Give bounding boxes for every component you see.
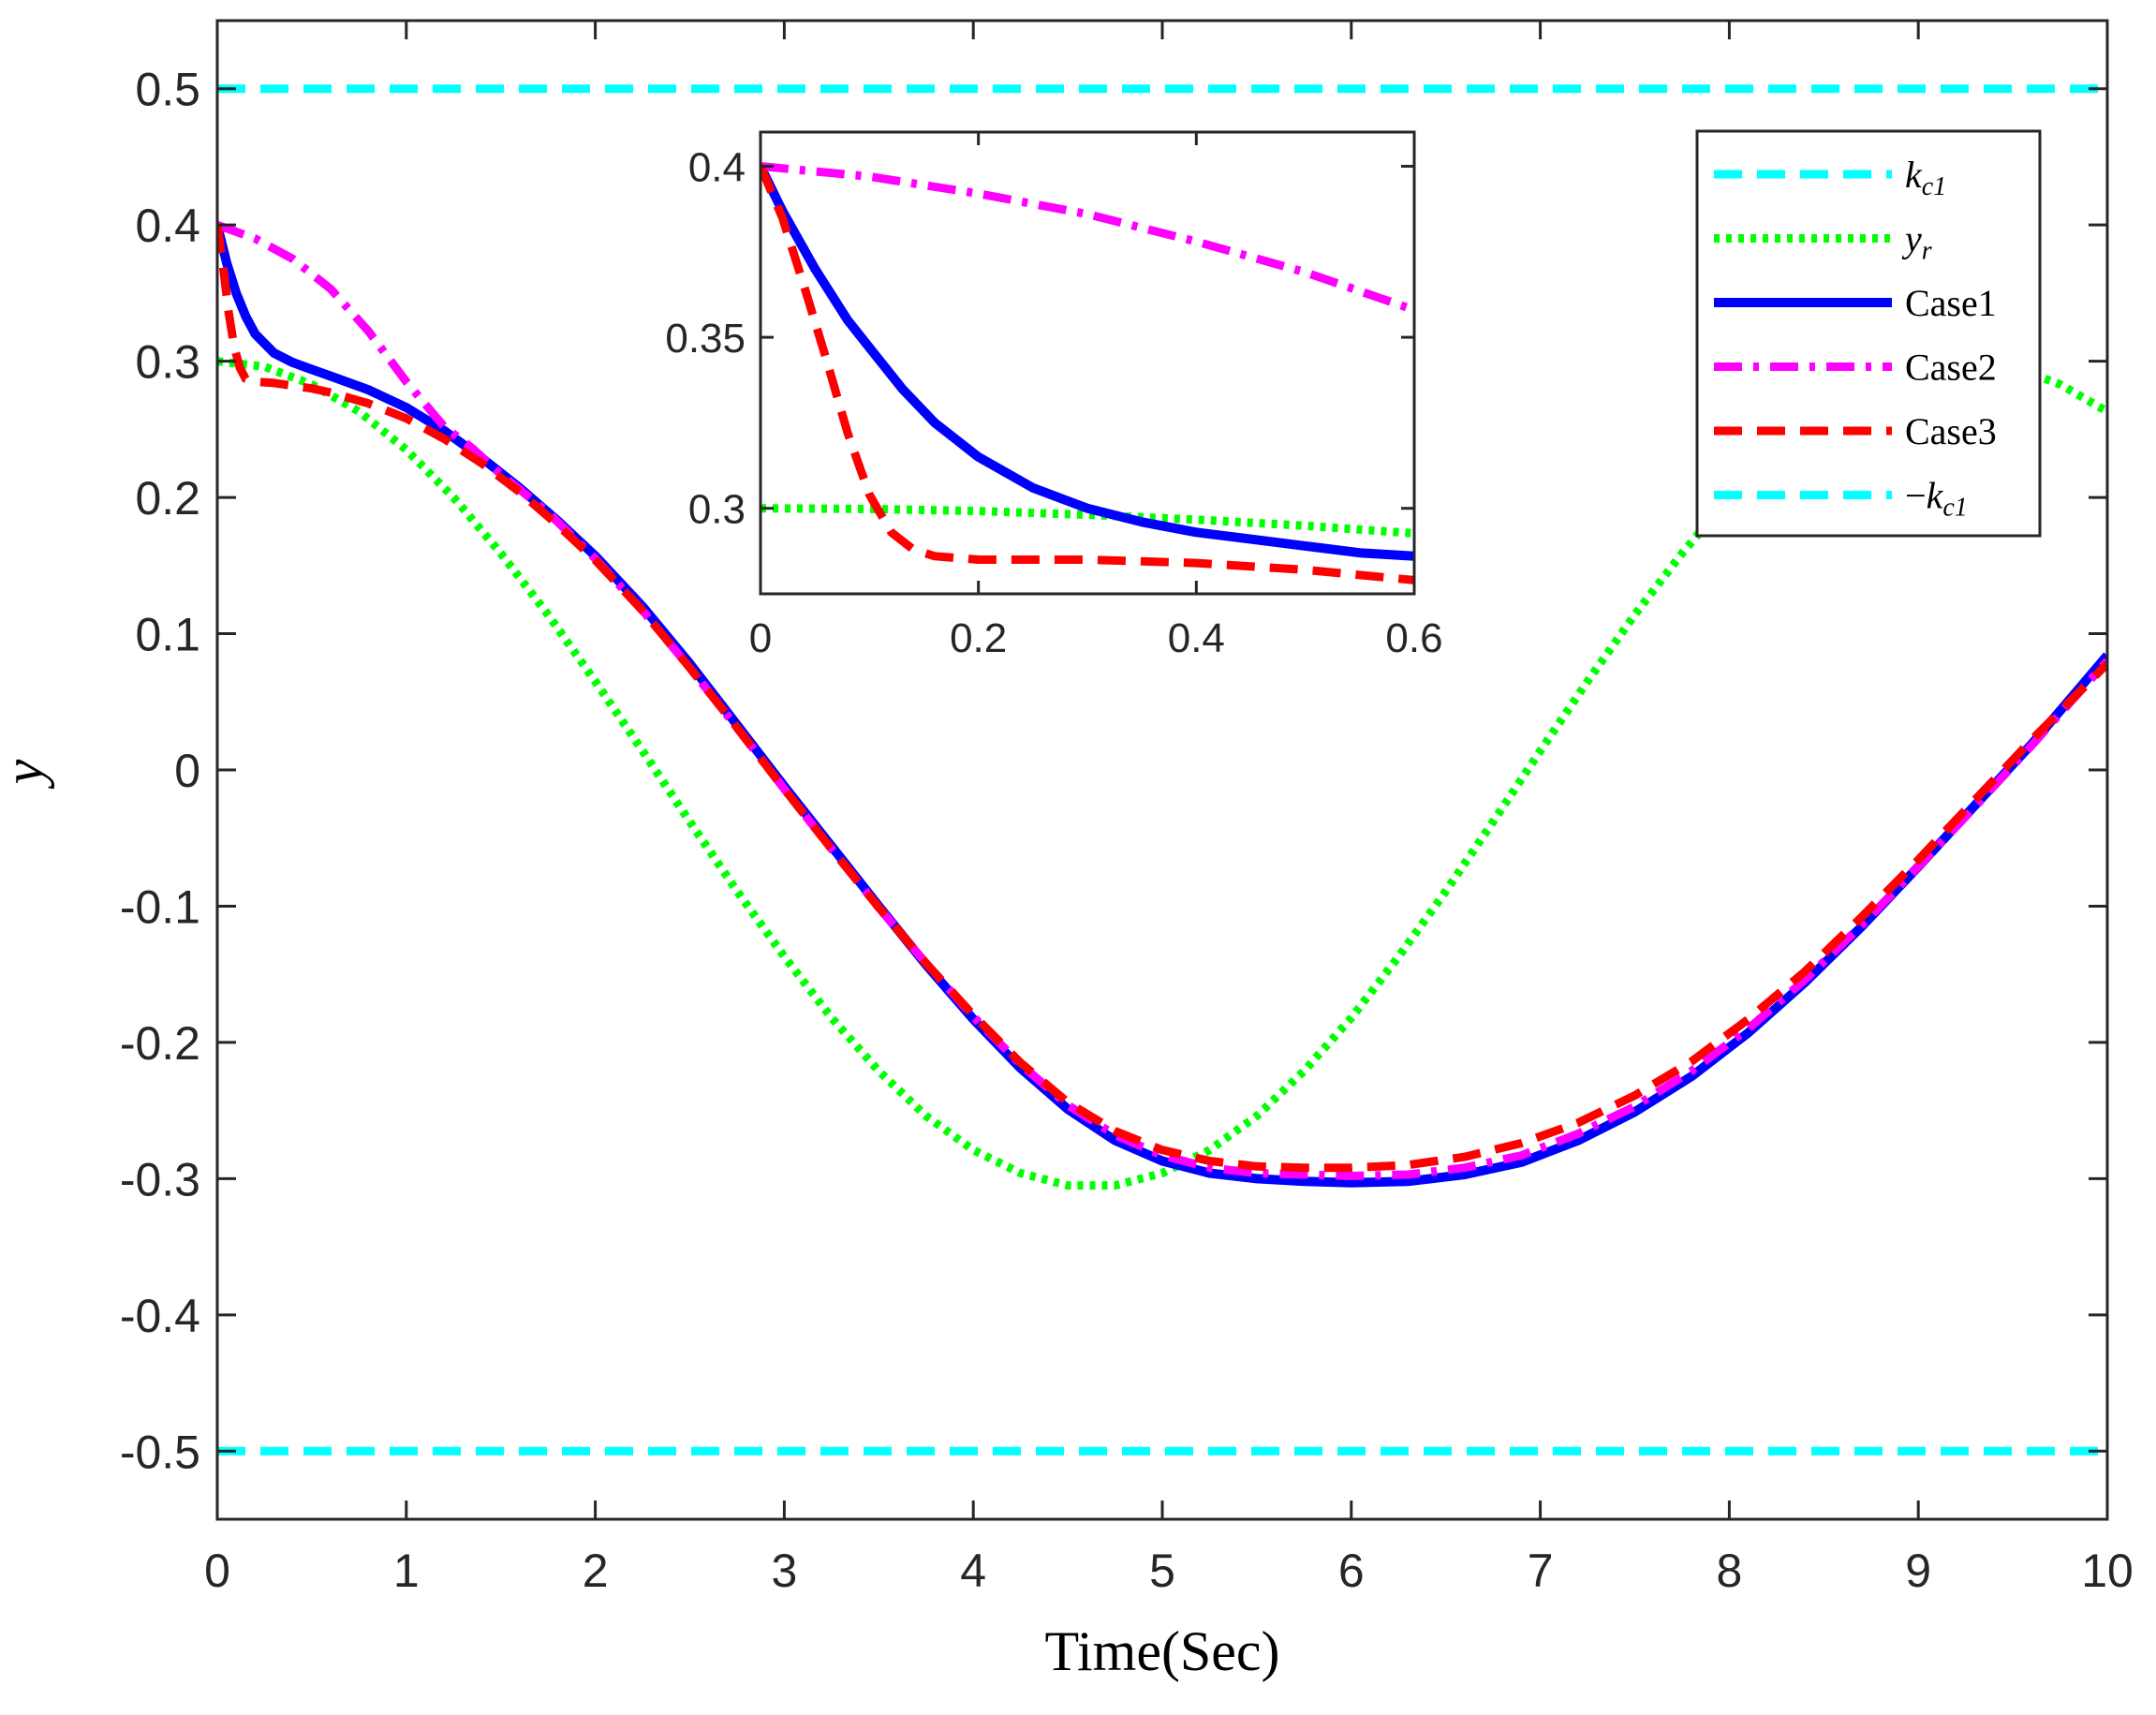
main-y-tick-label: 0	[174, 745, 200, 797]
legend-label-main: Case3	[1905, 410, 1997, 452]
inset-x-tick-label: 0.4	[1168, 615, 1225, 661]
inset-y-tick-label: 0.3	[688, 487, 746, 533]
legend-label-neg-kc1: −kc1	[1905, 475, 1968, 523]
main-y-tick-label: 0.3	[135, 336, 200, 389]
main-x-tick-label: 5	[1149, 1545, 1175, 1597]
main-y-tick-label: -0.4	[120, 1290, 200, 1342]
main-x-tick-label: 0	[204, 1545, 230, 1597]
main-x-tick-label: 7	[1528, 1545, 1554, 1597]
legend-label-main: y	[1901, 218, 1922, 260]
legend-label-main: Case2	[1905, 347, 1997, 389]
legend-box	[1695, 129, 2042, 538]
main-y-tick-label: -0.5	[120, 1426, 200, 1478]
main-y-tick-label: -0.1	[120, 880, 200, 933]
inset-plot: 0 0.2 0.4 0.6 0.3 0.35 0.4	[665, 130, 1443, 661]
inset-y-tick-label: 0.35	[665, 316, 746, 362]
inset-x-tick-label: 0	[749, 615, 772, 661]
x-axis-label: Time(Sec)	[1044, 1620, 1279, 1682]
main-x-tick-label: 3	[771, 1545, 797, 1597]
legend-label-case1: Case1	[1905, 282, 1997, 324]
main-x-tick-label: 8	[1716, 1545, 1742, 1597]
main-series-case3	[217, 224, 2107, 1173]
legend-label-prefix: −	[1905, 475, 1927, 517]
inset-y-tick-label: 0.4	[688, 145, 746, 191]
inset-x-tick-label: 0.2	[950, 615, 1007, 661]
legend-label-main: k	[1905, 154, 1923, 196]
inset-x-tick-label: 0.6	[1385, 615, 1442, 661]
main-x-tick-label: 2	[583, 1545, 609, 1597]
main-x-tick-label: 9	[1905, 1545, 1931, 1597]
legend-label-main: Case1	[1905, 282, 1997, 324]
legend-label-case2: Case2	[1905, 347, 1997, 389]
legend-label-kc1: kc1	[1905, 154, 1946, 201]
inset-series-case1	[761, 164, 1414, 561]
main-y-tick-label: 0.4	[135, 200, 200, 252]
main-y-tick-label: 0.5	[135, 64, 200, 116]
inset-series-group	[761, 162, 1414, 584]
legend-label-subscript: r	[1922, 237, 1932, 266]
legend-label-subscript: c1	[1922, 172, 1946, 201]
main-y-tick-label: -0.3	[120, 1153, 200, 1205]
inset-background	[761, 132, 1414, 594]
main-x-tick-label: 1	[393, 1545, 420, 1597]
legend-label-main: k	[1927, 475, 1944, 517]
main-x-tick-label: 10	[2081, 1545, 2134, 1597]
legend-label-case3: Case3	[1905, 410, 1997, 452]
legend-label-subscript: c1	[1942, 494, 1967, 523]
main-y-tick-label: 0.1	[135, 609, 200, 661]
main-x-tick-label: 4	[960, 1545, 986, 1597]
inset-frame	[759, 130, 1416, 596]
main-y-tick-label: 0.2	[135, 472, 200, 525]
inset-series-case3	[761, 164, 1414, 584]
main-x-tick-label: 6	[1338, 1545, 1365, 1597]
y-axis-label: y	[0, 759, 54, 790]
main-y-tick-label: -0.2	[120, 1017, 200, 1070]
legend-label-yr: yr	[1901, 218, 1932, 266]
